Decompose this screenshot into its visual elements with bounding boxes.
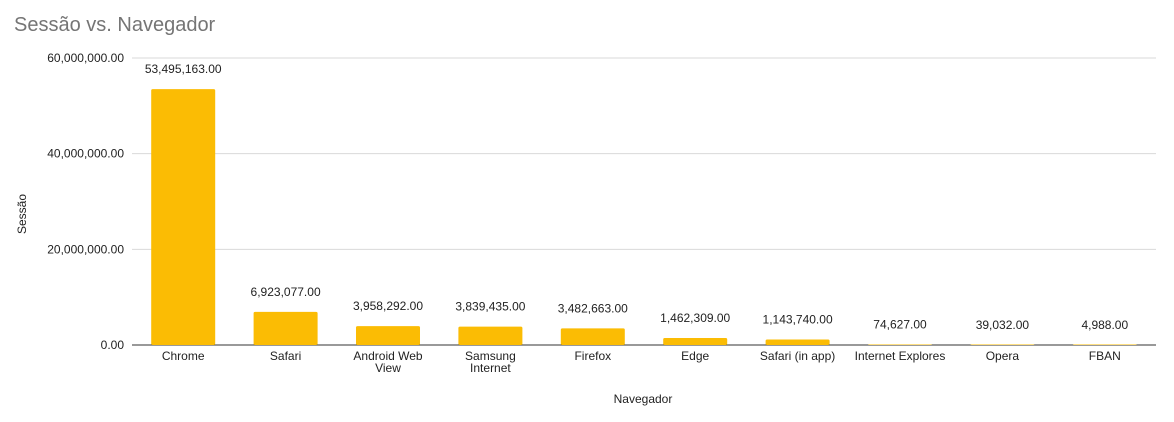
chart-title: Sessão vs. Navegador	[14, 14, 216, 36]
data-label: 53,495,163.00	[145, 62, 222, 76]
x-tick-label-line: Safari	[270, 349, 301, 363]
y-tick-label: 60,000,000.00	[47, 51, 124, 65]
data-label: 39,032.00	[976, 318, 1030, 332]
label-layer: 0.00 20,000,000.00 40,000,000.00 60,000,000…	[47, 51, 1128, 375]
x-tick-label: Firefox	[574, 349, 611, 363]
bar	[560, 328, 625, 345]
x-tick-label: Edge	[681, 349, 709, 363]
y-tick-label: 0.00	[101, 338, 125, 352]
bar	[765, 339, 830, 345]
data-label: 3,482,663.00	[558, 301, 628, 315]
data-label: 4,988.00	[1081, 318, 1128, 332]
bar	[970, 344, 1035, 345]
y-axis-title: Sessão	[15, 194, 29, 234]
bar	[151, 89, 216, 345]
grid-layer	[132, 57, 1156, 346]
x-tick-label: Opera	[986, 349, 1020, 363]
bar	[356, 326, 420, 345]
x-tick-label: FBAN	[1089, 349, 1121, 363]
bar	[1072, 344, 1137, 345]
x-tick-label-line: Chrome	[162, 349, 205, 363]
bar	[458, 326, 523, 345]
data-label: 1,462,309.00	[660, 311, 730, 325]
x-tick-label-line: Opera	[986, 349, 1020, 363]
data-label: 74,627.00	[873, 318, 927, 332]
x-tick-label-line: Internet	[470, 361, 511, 375]
x-tick-label: Chrome	[162, 349, 205, 363]
x-tick-label-line: Safari (in app)	[760, 349, 835, 363]
x-tick-label: Android Web View	[353, 349, 422, 375]
x-tick-label-line: Internet Explores	[855, 349, 946, 363]
x-tick-label-line: Firefox	[574, 349, 611, 363]
bar	[868, 344, 932, 345]
data-label: 1,143,740.00	[763, 313, 833, 327]
x-tick-label: Internet Explores	[855, 349, 946, 363]
x-tick-label: Safari	[270, 349, 301, 363]
bar	[663, 338, 728, 345]
data-label: 3,839,435.00	[455, 300, 525, 314]
x-tick-label-line: Edge	[681, 349, 709, 363]
data-label: 3,958,292.00	[353, 299, 423, 313]
y-tick-label: 20,000,000.00	[47, 242, 124, 256]
bar-layer	[151, 89, 1137, 345]
y-tick-label: 40,000,000.00	[47, 147, 124, 161]
x-axis-title: Navegador	[614, 392, 673, 406]
x-tick-label-line: Android Web	[353, 349, 422, 363]
bar	[253, 311, 318, 345]
data-label: 6,923,077.00	[251, 285, 321, 299]
x-tick-label-line: View	[375, 361, 401, 375]
x-tick-label: Safari (in app)	[760, 349, 835, 363]
x-tick-label-line: Samsung	[465, 349, 516, 363]
x-tick-label-line: FBAN	[1089, 349, 1121, 363]
x-tick-label: Samsung Internet	[465, 349, 516, 375]
